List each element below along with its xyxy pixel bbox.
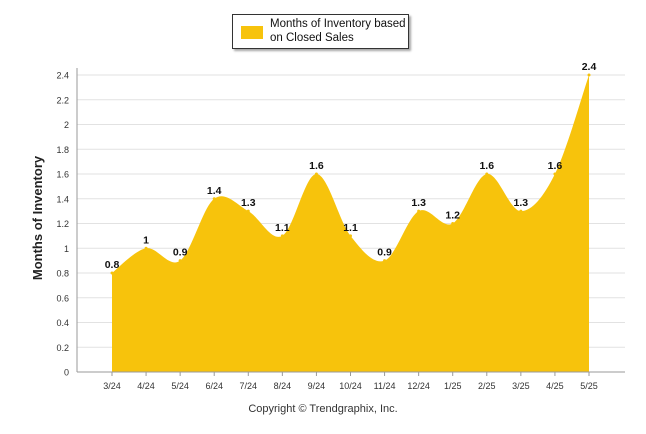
data-label: 0.9 [173,247,188,259]
x-tick-label: 2/25 [478,381,496,391]
data-label: 1.6 [479,160,494,172]
data-label: 1.2 [445,210,460,222]
data-label: 1.3 [411,197,426,209]
x-tick-label: 12/24 [407,381,430,391]
data-point [519,209,523,213]
x-tick-label: 10/24 [339,381,362,391]
x-tick-label: 11/24 [374,381,396,391]
y-tick-label: 1.6 [56,170,69,180]
x-tick-labels: 3/24 4/24 5/24 6/24 7/24 8/24 9/24 10/24 11/24 12… [103,381,598,391]
data-label: 1.1 [343,222,358,234]
y-axis-title: Months of Inventory [30,155,45,280]
data-label: 1.4 [207,185,222,197]
x-tick-label: 6/24 [205,381,223,391]
area-series [110,73,591,372]
y-tick-label: 0.6 [56,293,69,303]
data-point [280,234,284,238]
data-point [587,73,591,77]
y-tick-labels: 0 0.2 0.4 0.6 0.8 1 1.2 1.4 1.6 1.8 2 2.2 2.4 [56,71,69,378]
y-tick-label: 0.2 [56,343,69,353]
data-label: 0.8 [105,259,120,271]
area-fill [112,75,589,372]
data-label: 0.9 [377,247,392,259]
data-labels: 0.8 1 0.9 1.4 1.3 1.1 1.6 1.1 0.9 1.3 1.2 1.6 1.3 1.6… [105,61,597,271]
y-tick-label: 1.4 [56,194,69,204]
data-point [212,197,216,201]
y-tick-label: 2.4 [56,71,69,81]
legend-label: Months of Inventory based on Closed Sale… [270,18,406,44]
legend: Months of Inventory based on Closed Sale… [232,14,409,49]
data-point [314,172,318,176]
x-tick-label: 3/25 [512,381,530,391]
x-tick-label: 3/24 [103,381,121,391]
copyright-text: Copyright © Trendgraphix, Inc. [248,403,398,415]
data-point [383,259,387,263]
data-label: 2.4 [582,61,597,73]
data-point [451,222,455,225]
y-tick-label: 1.2 [56,219,69,229]
data-label: 1.3 [514,197,529,209]
y-tick-label: 0 [64,368,69,378]
data-point [144,246,148,250]
x-tick-label: 4/25 [546,381,564,391]
data-label: 1.3 [241,197,256,209]
y-tick-label: 0.8 [56,269,69,279]
x-tick-label: 8/24 [274,381,292,391]
y-tick-label: 0.4 [56,318,69,328]
data-point [485,172,489,176]
x-tick-label: 4/24 [137,381,155,391]
x-tick-label: 7/24 [240,381,258,391]
data-label: 1.6 [309,160,324,172]
data-label: 1.1 [275,222,290,234]
axes [76,68,625,376]
x-tick-label: 5/24 [171,381,189,391]
data-point [349,234,352,238]
data-label: 1.6 [548,160,563,172]
y-tick-label: 1.8 [56,145,69,155]
data-point [246,209,250,213]
legend-swatch [241,26,263,39]
x-tick-label: 9/24 [308,381,326,391]
y-tick-label: 1 [64,244,69,254]
data-point [110,271,114,275]
y-tick-label: 2.2 [56,95,69,105]
x-tick-label: 5/25 [580,381,598,391]
data-label: 1 [143,234,149,246]
y-tick-label: 2 [64,120,69,130]
data-point [417,209,421,213]
data-point [553,172,557,176]
data-point [178,259,182,263]
x-tick-label: 1/25 [444,381,462,391]
